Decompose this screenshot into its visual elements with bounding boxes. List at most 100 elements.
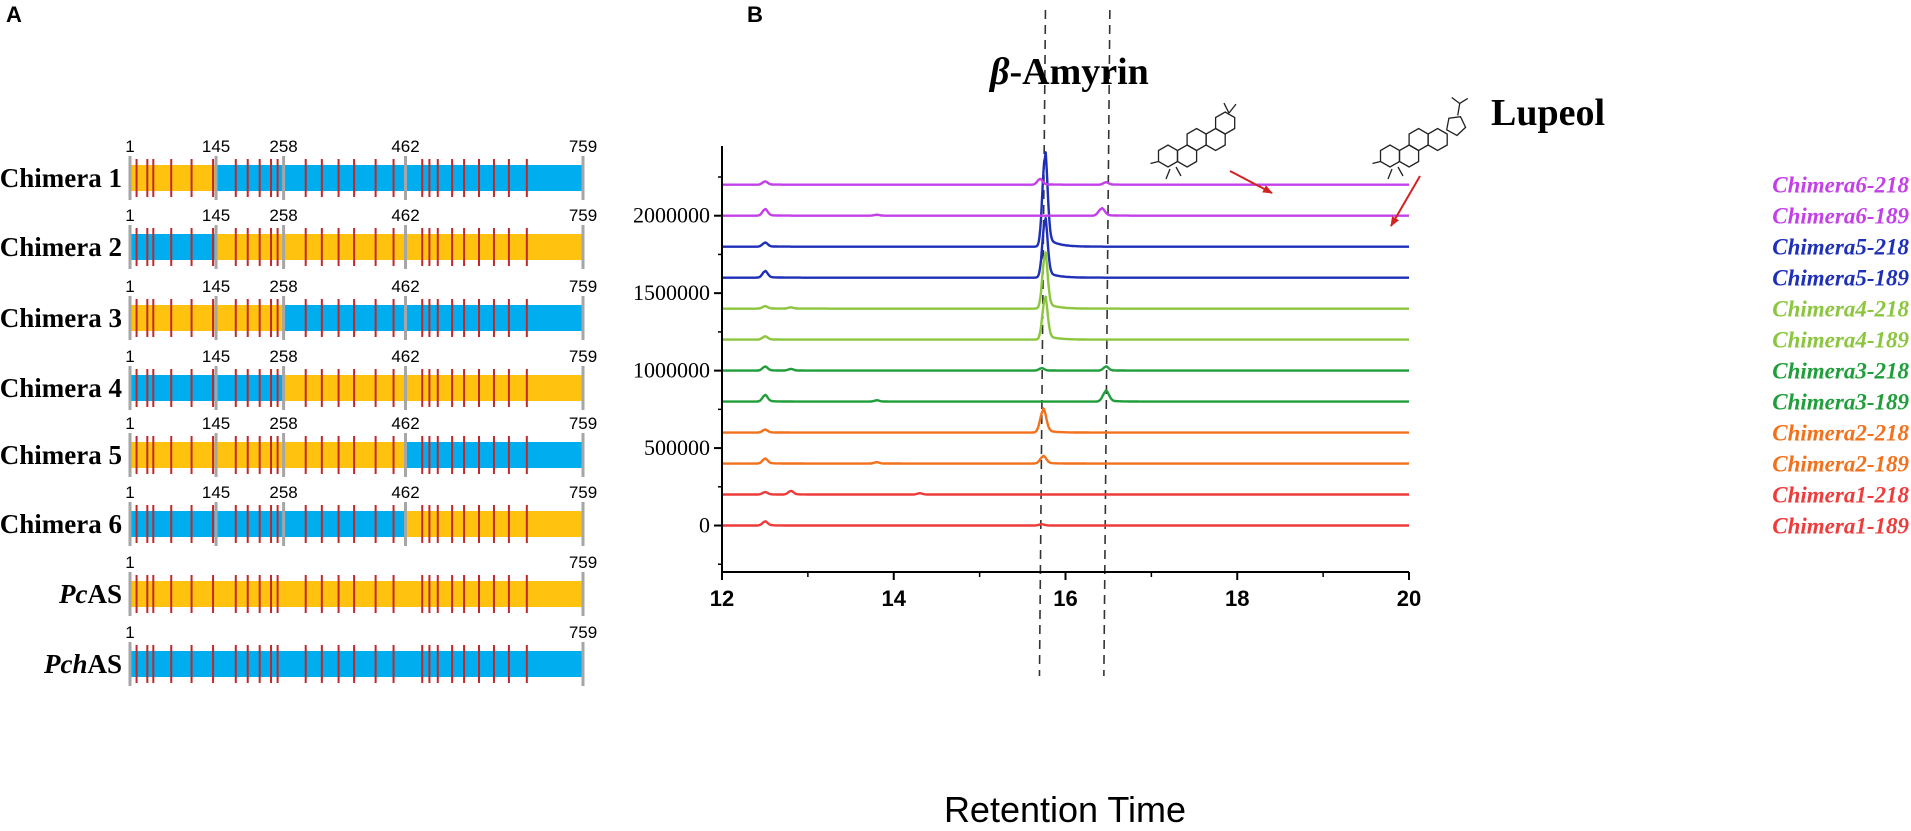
position-label: 1 <box>125 347 134 366</box>
chromatogram-trace <box>721 206 1410 217</box>
x-tick-label: 20 <box>1397 586 1421 611</box>
chromatogram-trace <box>721 520 1410 527</box>
series-label: Chimera6-189 <box>1772 204 1909 229</box>
position-label: 145 <box>202 277 230 296</box>
position-label: 759 <box>569 483 597 502</box>
beta-symbol: β <box>988 51 1010 93</box>
domain-segment <box>130 651 583 677</box>
reference-lines <box>1038 9 1111 677</box>
construct-row: Chimera 21 145 258 462 759 <box>0 206 597 269</box>
position-label: 1 <box>125 137 134 156</box>
construct-name-part: Chimera 1 <box>0 163 122 193</box>
series-label: Chimera2-218 <box>1772 421 1909 446</box>
series-label: Chimera6-218 <box>1772 173 1909 198</box>
domain-segment <box>283 442 406 468</box>
substituent <box>1372 160 1404 180</box>
x-tick-label: 16 <box>1053 586 1077 611</box>
domain-segment <box>130 305 217 331</box>
position-label: 258 <box>269 137 297 156</box>
domain-segment <box>283 375 406 401</box>
position-label: 1 <box>125 277 134 296</box>
position-label: 258 <box>269 414 297 433</box>
position-label: 1 <box>125 553 134 572</box>
substituent <box>1150 160 1182 180</box>
lupeol-arrow <box>1390 175 1421 227</box>
position-label: 258 <box>269 483 297 502</box>
position-label: 462 <box>391 277 419 296</box>
domain-segment <box>130 511 217 537</box>
construct-name-part: Chimera 3 <box>0 303 122 333</box>
x-tick-label: 12 <box>710 586 734 611</box>
position-label: 759 <box>569 347 597 366</box>
chromatogram-traces <box>721 151 1410 527</box>
domain-segment <box>216 305 284 331</box>
reference-dashed-line <box>1038 9 1047 677</box>
ring <box>1157 144 1179 168</box>
chromatogram-trace <box>721 407 1410 434</box>
beta-amyrin-label: β-Amyrin <box>988 51 1149 93</box>
x-tick-label: 18 <box>1225 586 1249 611</box>
x-axis-ticks: 12 14 16 18 20 <box>710 572 1421 611</box>
domain-segment <box>216 375 284 401</box>
series-label: Chimera4-189 <box>1772 328 1909 353</box>
chromatogram-trace <box>721 177 1410 186</box>
position-label: 462 <box>391 206 419 225</box>
construct-row: Chimera 31 145 258 462 759 <box>0 277 597 340</box>
ring <box>1427 127 1448 152</box>
ring <box>1408 127 1429 152</box>
position-label: 759 <box>569 553 597 572</box>
domain-segment <box>283 305 406 331</box>
construct-name-part: Pc <box>58 579 87 609</box>
position-label: 759 <box>569 414 597 433</box>
construct-name: PchAS <box>43 649 122 679</box>
construct-name-part: Pch <box>43 649 88 679</box>
beta-amyrin-structure-icon <box>1150 102 1237 180</box>
position-label: 258 <box>269 206 297 225</box>
domain-segment <box>216 234 284 260</box>
chart-axes: 0 500000 1000000 1500000 2000000 12 14 16 18 20 <box>633 146 1421 611</box>
domain-segment <box>130 165 217 191</box>
position-label: 462 <box>391 414 419 433</box>
position-label: 462 <box>391 347 419 366</box>
construct-name-part: Chimera 4 <box>0 373 122 403</box>
chromatogram-trace <box>721 151 1410 248</box>
chromatogram-trace <box>721 365 1410 372</box>
panel-b: B 0 500000 1000000 1500000 2000000 12 14 16 18 2… <box>633 2 1909 830</box>
position-label: 1 <box>125 206 134 225</box>
x-tick-label: 14 <box>882 586 907 611</box>
domain-segment <box>130 234 217 260</box>
construct-name: Chimera 4 <box>0 373 122 403</box>
series-label: Chimera5-218 <box>1772 235 1909 260</box>
construct-name-part: AS <box>87 649 122 679</box>
series-label: Chimera3-189 <box>1772 390 1909 415</box>
domain-segment <box>216 511 284 537</box>
series-label: Chimera1-189 <box>1772 514 1909 539</box>
lupeol-structure-icon <box>1372 96 1469 180</box>
series-label: Chimera4-218 <box>1772 297 1909 322</box>
position-label: 759 <box>569 623 597 642</box>
position-label: 258 <box>269 277 297 296</box>
y-tick-label: 500000 <box>644 435 710 460</box>
panel-letter-b: B <box>747 2 763 27</box>
domain-segment <box>283 511 406 537</box>
position-label: 462 <box>391 483 419 502</box>
chromatogram-trace <box>721 389 1410 403</box>
construct-name-part: Chimera 5 <box>0 440 122 470</box>
substituent <box>1223 102 1237 114</box>
construct-name: Chimera 3 <box>0 303 122 333</box>
reference-dashed-line <box>1103 9 1111 677</box>
substituent <box>1451 96 1469 116</box>
construct-name: Chimera 1 <box>0 163 122 193</box>
position-label: 258 <box>269 347 297 366</box>
position-label: 462 <box>391 137 419 156</box>
construct-name-part: Chimera 2 <box>0 232 122 262</box>
domain-segment <box>130 442 217 468</box>
construct-name: Chimera 2 <box>0 232 122 262</box>
construct-name: Chimera 5 <box>0 440 122 470</box>
series-label: Chimera5-189 <box>1772 266 1909 291</box>
series-label: Chimera3-218 <box>1772 359 1909 384</box>
position-label: 145 <box>202 483 230 502</box>
